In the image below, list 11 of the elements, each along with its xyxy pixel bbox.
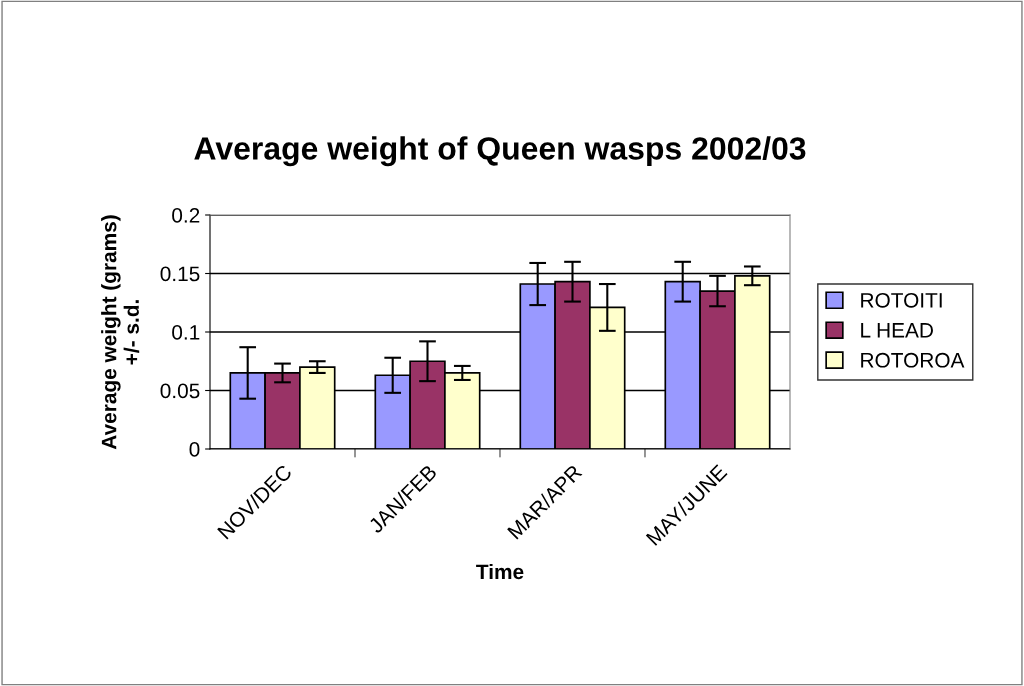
y-tick-label: 0 — [189, 442, 200, 457]
legend-label: ROTOITI — [861, 292, 942, 308]
y-axis-title: Average weight (grams) +/- s.d. — [101, 215, 140, 450]
y-tick-label: 0.1 — [172, 325, 200, 340]
y-tick-label: 0.15 — [160, 266, 200, 282]
y-tick-label: 0.05 — [160, 383, 200, 399]
legend-label: ROTOROA — [861, 352, 965, 368]
legend-label: L HEAD — [861, 323, 933, 338]
x-axis-title: Time — [476, 563, 524, 580]
chart-title: Average weight of Queen wasps 2002/03 — [194, 136, 806, 167]
y-tick-label: 0.2 — [172, 208, 200, 223]
